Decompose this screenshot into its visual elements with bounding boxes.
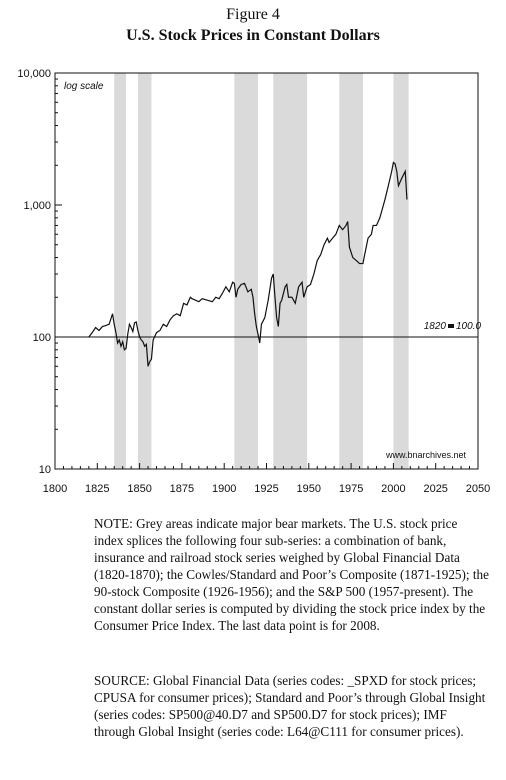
x-tick-label-1950: 1950 [297, 483, 321, 495]
source-watermark: www.bnarchives.net [385, 450, 467, 460]
bear-market-bands [114, 73, 409, 469]
axis-ticks [54, 72, 479, 470]
x-tick-label-1800: 1800 [43, 483, 67, 495]
x-tick-label-1975: 1975 [339, 483, 363, 495]
baseline-label: 1820 100.0 [424, 321, 482, 332]
x-tick-label-1850: 1850 [127, 483, 151, 495]
baseline-label-mark [448, 324, 454, 328]
y-tick-label-1000: 1,000 [23, 200, 51, 212]
chart-note: NOTE: Grey areas indicate major bear mar… [94, 516, 489, 633]
y-tick-label-100: 100 [33, 332, 51, 344]
x-tick-label-1825: 1825 [85, 483, 109, 495]
log-scale-note: log scale [64, 81, 104, 92]
x-tick-label-1900: 1900 [212, 483, 236, 495]
x-tick-label-1875: 1875 [170, 483, 194, 495]
y-tick-label-10000: 10,000 [17, 68, 51, 80]
baseline-label-year: 1820 [424, 321, 447, 332]
axis-tick-labels: 1800 1825 1850 1875 1900 1925 1950 1975 2000 2025… [17, 68, 490, 495]
chart-title: U.S. Stock Prices in Constant Dollars [126, 27, 380, 44]
x-tick-label-2050: 2050 [466, 483, 490, 495]
y-tick-label-10: 10 [39, 464, 51, 476]
bear-market-band-1 [137, 73, 152, 469]
bear-market-band-2 [234, 73, 259, 469]
bear-market-band-4 [339, 73, 363, 469]
chart-source: SOURCE: Global Financial Data (series co… [94, 673, 486, 739]
bear-market-band-3 [273, 73, 308, 469]
bear-market-band-0 [114, 73, 127, 469]
x-tick-label-2000: 2000 [381, 483, 405, 495]
x-tick-label-1925: 1925 [254, 483, 278, 495]
figure-label: Figure 4 [226, 6, 280, 23]
baseline-label-value: 100.0 [456, 321, 481, 332]
x-tick-label-2025: 2025 [423, 483, 447, 495]
bear-market-band-5 [393, 73, 409, 469]
series-line-stock-price [88, 161, 408, 367]
stock-price-chart: 1800 1825 1850 1875 1900 1925 1950 1975 2000 2025… [17, 68, 490, 495]
